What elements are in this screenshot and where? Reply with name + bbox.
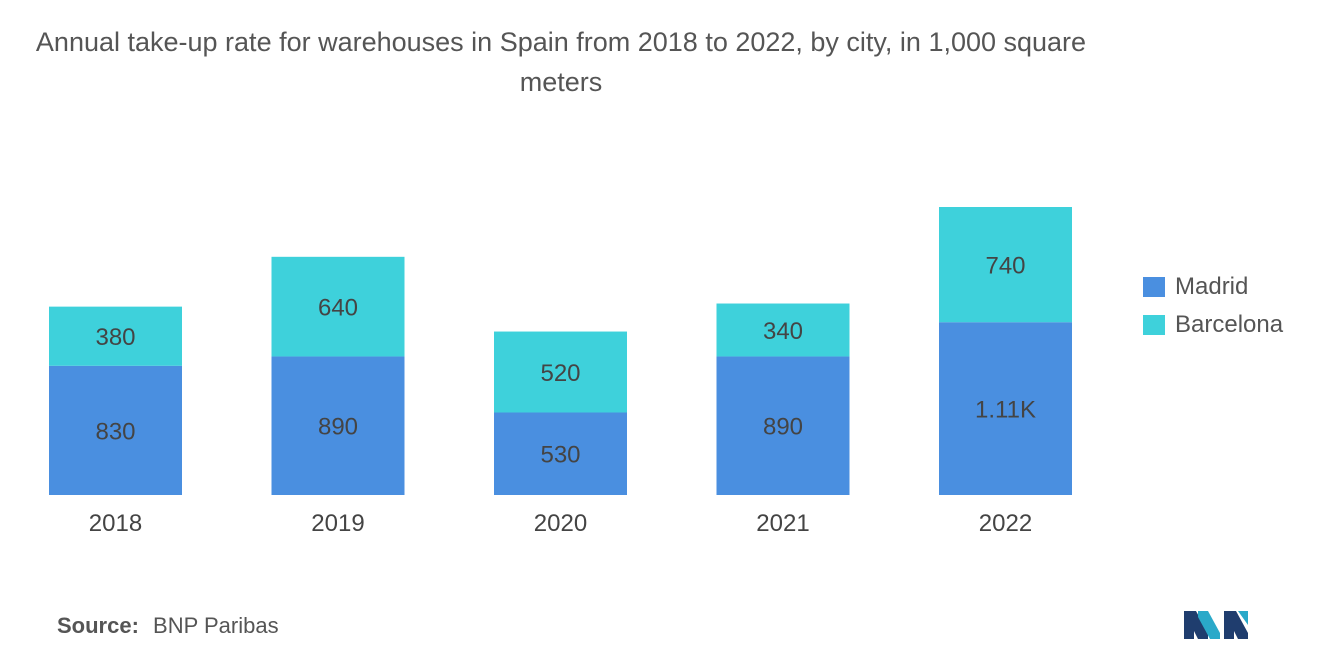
x-tick-label-2018: 2018 — [89, 510, 142, 537]
data-label-barcelona-2021: 340 — [763, 318, 803, 345]
data-label-madrid-2019: 890 — [318, 414, 358, 441]
legend-swatch-madrid — [1143, 277, 1165, 297]
x-tick-label-2021: 2021 — [756, 510, 809, 537]
bar-barcelona-2022 — [939, 207, 1072, 323]
legend-label-madrid: Madrid — [1175, 273, 1248, 300]
data-label-madrid-2021: 890 — [763, 414, 803, 441]
chart-title: Annual take-up rate for warehouses in Sp… — [35, 27, 1087, 97]
bar-barcelona-2020 — [494, 331, 627, 413]
x-tick-label-2022: 2022 — [979, 510, 1032, 537]
x-tick-label-2020: 2020 — [534, 510, 587, 537]
source-value: BNP Paribas — [153, 613, 279, 638]
bar-madrid-2022 — [939, 322, 1072, 495]
data-label-barcelona-2018: 380 — [95, 324, 135, 351]
data-label-barcelona-2019: 640 — [318, 295, 358, 322]
x-tick-label-2019: 2019 — [311, 510, 364, 537]
data-label-madrid-2018: 830 — [95, 418, 135, 445]
data-label-barcelona-2022: 740 — [985, 253, 1025, 280]
source-note: Source: BNP Paribas — [57, 613, 279, 639]
bar-barcelona-2018 — [49, 306, 182, 366]
bar-madrid-2019 — [271, 356, 405, 495]
data-label-madrid-2020: 530 — [540, 442, 580, 469]
legend-swatch-barcelona — [1143, 315, 1165, 335]
data-label-madrid-2022: 1.11K — [975, 397, 1036, 424]
bar-madrid-2021 — [716, 356, 850, 495]
data-label-barcelona-2020: 520 — [540, 360, 580, 387]
bar-madrid-2020 — [494, 412, 627, 495]
source-label: Source: — [57, 613, 139, 638]
legend-label-barcelona: Barcelona — [1175, 311, 1284, 338]
bar-barcelona-2021 — [716, 303, 850, 357]
bar-barcelona-2019 — [271, 256, 405, 357]
brand-logo-icon — [1184, 611, 1248, 639]
bar-madrid-2018 — [49, 365, 182, 495]
